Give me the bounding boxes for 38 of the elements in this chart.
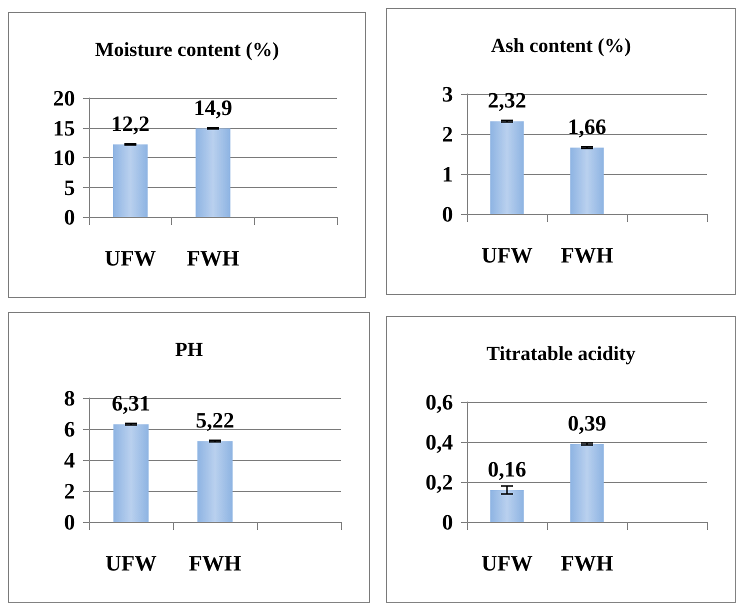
x-tick-label: UFW bbox=[481, 242, 533, 268]
y-tick-label: 5 bbox=[64, 174, 75, 200]
chart-title: Titratable acidity bbox=[486, 343, 636, 365]
y-tick-label: 0,6 bbox=[426, 390, 453, 414]
chart-title: Ash content (%) bbox=[491, 35, 631, 57]
chart-title: Moisture content (%) bbox=[94, 39, 280, 61]
data-label: 5,22 bbox=[196, 408, 234, 433]
y-tick-label: 0,4 bbox=[426, 430, 453, 454]
y-tick-label: 1 bbox=[442, 162, 453, 186]
data-label: 1,66 bbox=[568, 114, 606, 140]
y-tick-label: 4 bbox=[64, 448, 75, 472]
y-tick-label: 2 bbox=[442, 122, 453, 146]
data-label: 14,9 bbox=[194, 94, 232, 120]
x-tick-label: FWH bbox=[560, 242, 614, 268]
data-label: 2,32 bbox=[488, 88, 526, 113]
y-tick-label: 0 bbox=[64, 204, 75, 230]
y-tick-label: 6 bbox=[64, 416, 75, 442]
y-tick-label: 8 bbox=[64, 386, 75, 410]
y-tick-label: 0 bbox=[442, 510, 453, 534]
x-tick-label: UFW bbox=[104, 246, 156, 270]
x-tick-label: UFW bbox=[105, 550, 157, 576]
y-tick-label: 0 bbox=[442, 202, 453, 226]
x-tick-label: FWH bbox=[186, 246, 240, 270]
x-tick-label: FWH bbox=[560, 550, 614, 576]
data-label: 0,39 bbox=[568, 410, 606, 436]
y-tick-label: 15 bbox=[53, 115, 75, 140]
y-tick-label: 20 bbox=[53, 86, 75, 110]
x-tick-label: UFW bbox=[481, 550, 533, 576]
y-tick-label: 10 bbox=[53, 145, 75, 170]
y-tick-label: 3 bbox=[442, 82, 453, 106]
data-label: 6,31 bbox=[112, 390, 150, 416]
data-label: 12,2 bbox=[111, 110, 150, 136]
y-tick-label: 0,2 bbox=[426, 470, 453, 494]
y-tick-label: 0 bbox=[64, 510, 75, 534]
x-tick-label: FWH bbox=[188, 550, 242, 576]
y-tick-label: 2 bbox=[64, 478, 75, 504]
data-label: 0,16 bbox=[488, 456, 526, 482]
chart-title: PH bbox=[175, 339, 204, 361]
